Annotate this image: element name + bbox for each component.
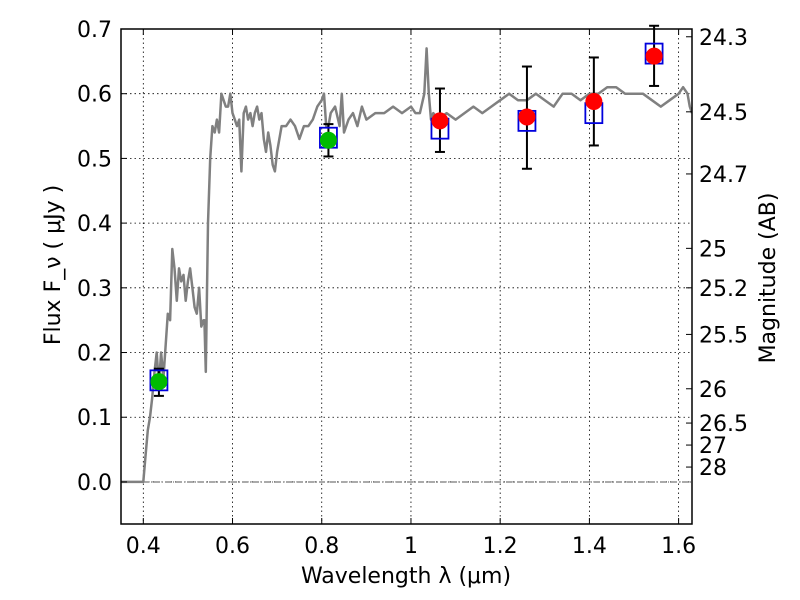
x-tick-labels: 0.4 0.6 0.8 1 1.2 1.4 1.6	[126, 534, 696, 559]
x-tick-label: 1.6	[661, 534, 696, 559]
right-tick-label: 28	[699, 456, 727, 481]
right-tick-label: 25.5	[699, 323, 748, 348]
red-data-point	[518, 108, 536, 126]
y-tick-label: 0.0	[77, 471, 112, 496]
y-tick-label: 0.1	[77, 406, 112, 431]
right-tick-label: 24.5	[699, 101, 748, 126]
right-tick-label: 24.7	[699, 163, 748, 188]
right-tick-label: 26.5	[699, 412, 748, 437]
y-tick-labels: 0.0 0.1 0.2 0.3 0.4 0.5 0.6 0.7	[77, 18, 112, 496]
error-bars-layer	[153, 24, 660, 397]
right-tick-label: 25	[699, 237, 727, 262]
y-tick-label: 0.3	[77, 277, 112, 302]
grid-lines	[121, 28, 692, 524]
y-tick-label: 0.2	[77, 342, 112, 367]
x-axis-label: Wavelength λ (μm)	[301, 564, 511, 589]
red-data-point	[585, 92, 603, 110]
y-tick-label: 0.4	[77, 212, 112, 237]
y-tick-label: 0.5	[77, 147, 112, 172]
model-box-marker	[149, 369, 169, 392]
x-tick-label: 1	[404, 534, 418, 559]
green-data-point	[319, 131, 337, 149]
right-tick-label: 25.2	[699, 277, 748, 302]
y-tick-label: 0.7	[77, 18, 112, 43]
right-tick-label: 24.3	[699, 26, 748, 51]
x-tick-label: 1.4	[572, 534, 607, 559]
right-tick-label: 27	[699, 434, 727, 459]
red-data-point	[645, 47, 663, 65]
model-spectrum-line	[121, 47, 692, 484]
x-tick-label: 0.6	[215, 534, 250, 559]
observed-points-layer	[150, 47, 663, 391]
y-tick-label: 0.6	[77, 83, 112, 108]
x-tick-label: 0.4	[126, 534, 161, 559]
x-tick-label: 0.8	[304, 534, 339, 559]
model-spectrum-layer	[121, 47, 692, 484]
y-axis-label: Flux F_ν ( μJy )	[41, 185, 66, 345]
red-data-point	[431, 112, 449, 130]
axis-ticks	[121, 28, 692, 524]
right-tick-label: 26	[699, 378, 727, 403]
right-axis-label: Magnitude (AB)	[756, 193, 781, 364]
x-tick-label: 1.2	[483, 534, 518, 559]
green-data-point	[150, 373, 168, 391]
plot-frame	[120, 28, 693, 525]
